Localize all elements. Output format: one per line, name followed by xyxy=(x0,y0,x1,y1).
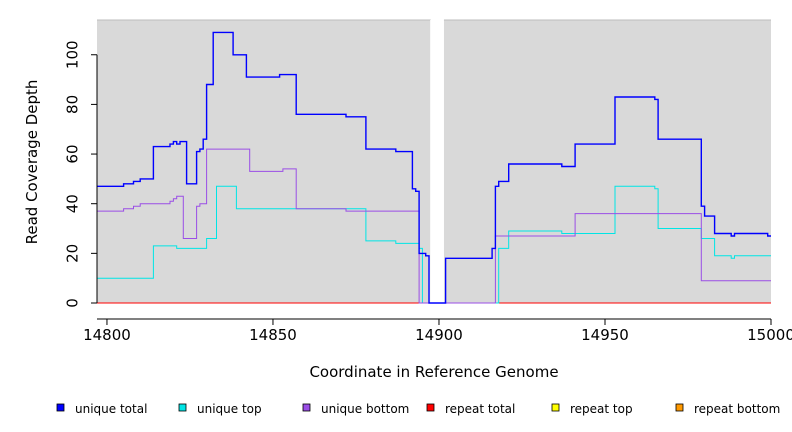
plot-panel xyxy=(97,19,771,303)
x-tick-label: 14850 xyxy=(249,326,297,344)
legend-label-repeat-total: repeat total xyxy=(445,402,515,416)
panel-background-left xyxy=(97,20,431,303)
legend-swatch-repeat-bottom xyxy=(675,403,684,412)
x-axis-title: Coordinate in Reference Genome xyxy=(309,363,558,381)
y-tick-label: 60 xyxy=(64,145,82,164)
x-tick-label: 14800 xyxy=(83,326,131,344)
legend: unique total unique top unique bottom repea… xyxy=(56,402,780,416)
y-tick-label: 0 xyxy=(64,298,82,308)
legend-swatch-repeat-total xyxy=(426,403,435,412)
series-group xyxy=(97,31,771,304)
x-tick-label: 14900 xyxy=(415,326,463,344)
legend-swatch-unique-top xyxy=(178,403,187,412)
legend-label-unique-total: unique total xyxy=(75,402,147,416)
y-tick-label: 100 xyxy=(64,40,82,69)
legend-swatch-unique-bottom xyxy=(302,403,311,412)
series-line-unique-total xyxy=(97,31,771,304)
y-tick-label: 40 xyxy=(64,194,82,213)
x-tick-label: 15000 xyxy=(747,326,792,344)
panel-background-right xyxy=(443,20,771,303)
legend-label-unique-top: unique top xyxy=(197,402,262,416)
series-line-unique-bottom xyxy=(97,148,771,304)
axes: 0 20 40 60 80 100 14800 14850 14900 14950 15000 xyxy=(64,40,792,344)
legend-label-unique-bottom: unique bottom xyxy=(321,402,409,416)
x-tick-label: 14950 xyxy=(581,326,629,344)
legend-label-repeat-bottom: repeat bottom xyxy=(694,402,780,416)
legend-swatch-repeat-top xyxy=(551,403,560,412)
legend-swatch-unique-total xyxy=(56,403,65,412)
series-line-unique-top xyxy=(97,185,771,304)
y-tick-label: 80 xyxy=(64,95,82,114)
legend-label-repeat-top: repeat top xyxy=(570,402,633,416)
y-tick-label: 20 xyxy=(64,244,82,263)
y-axis-title: Read Coverage Depth xyxy=(23,80,41,245)
